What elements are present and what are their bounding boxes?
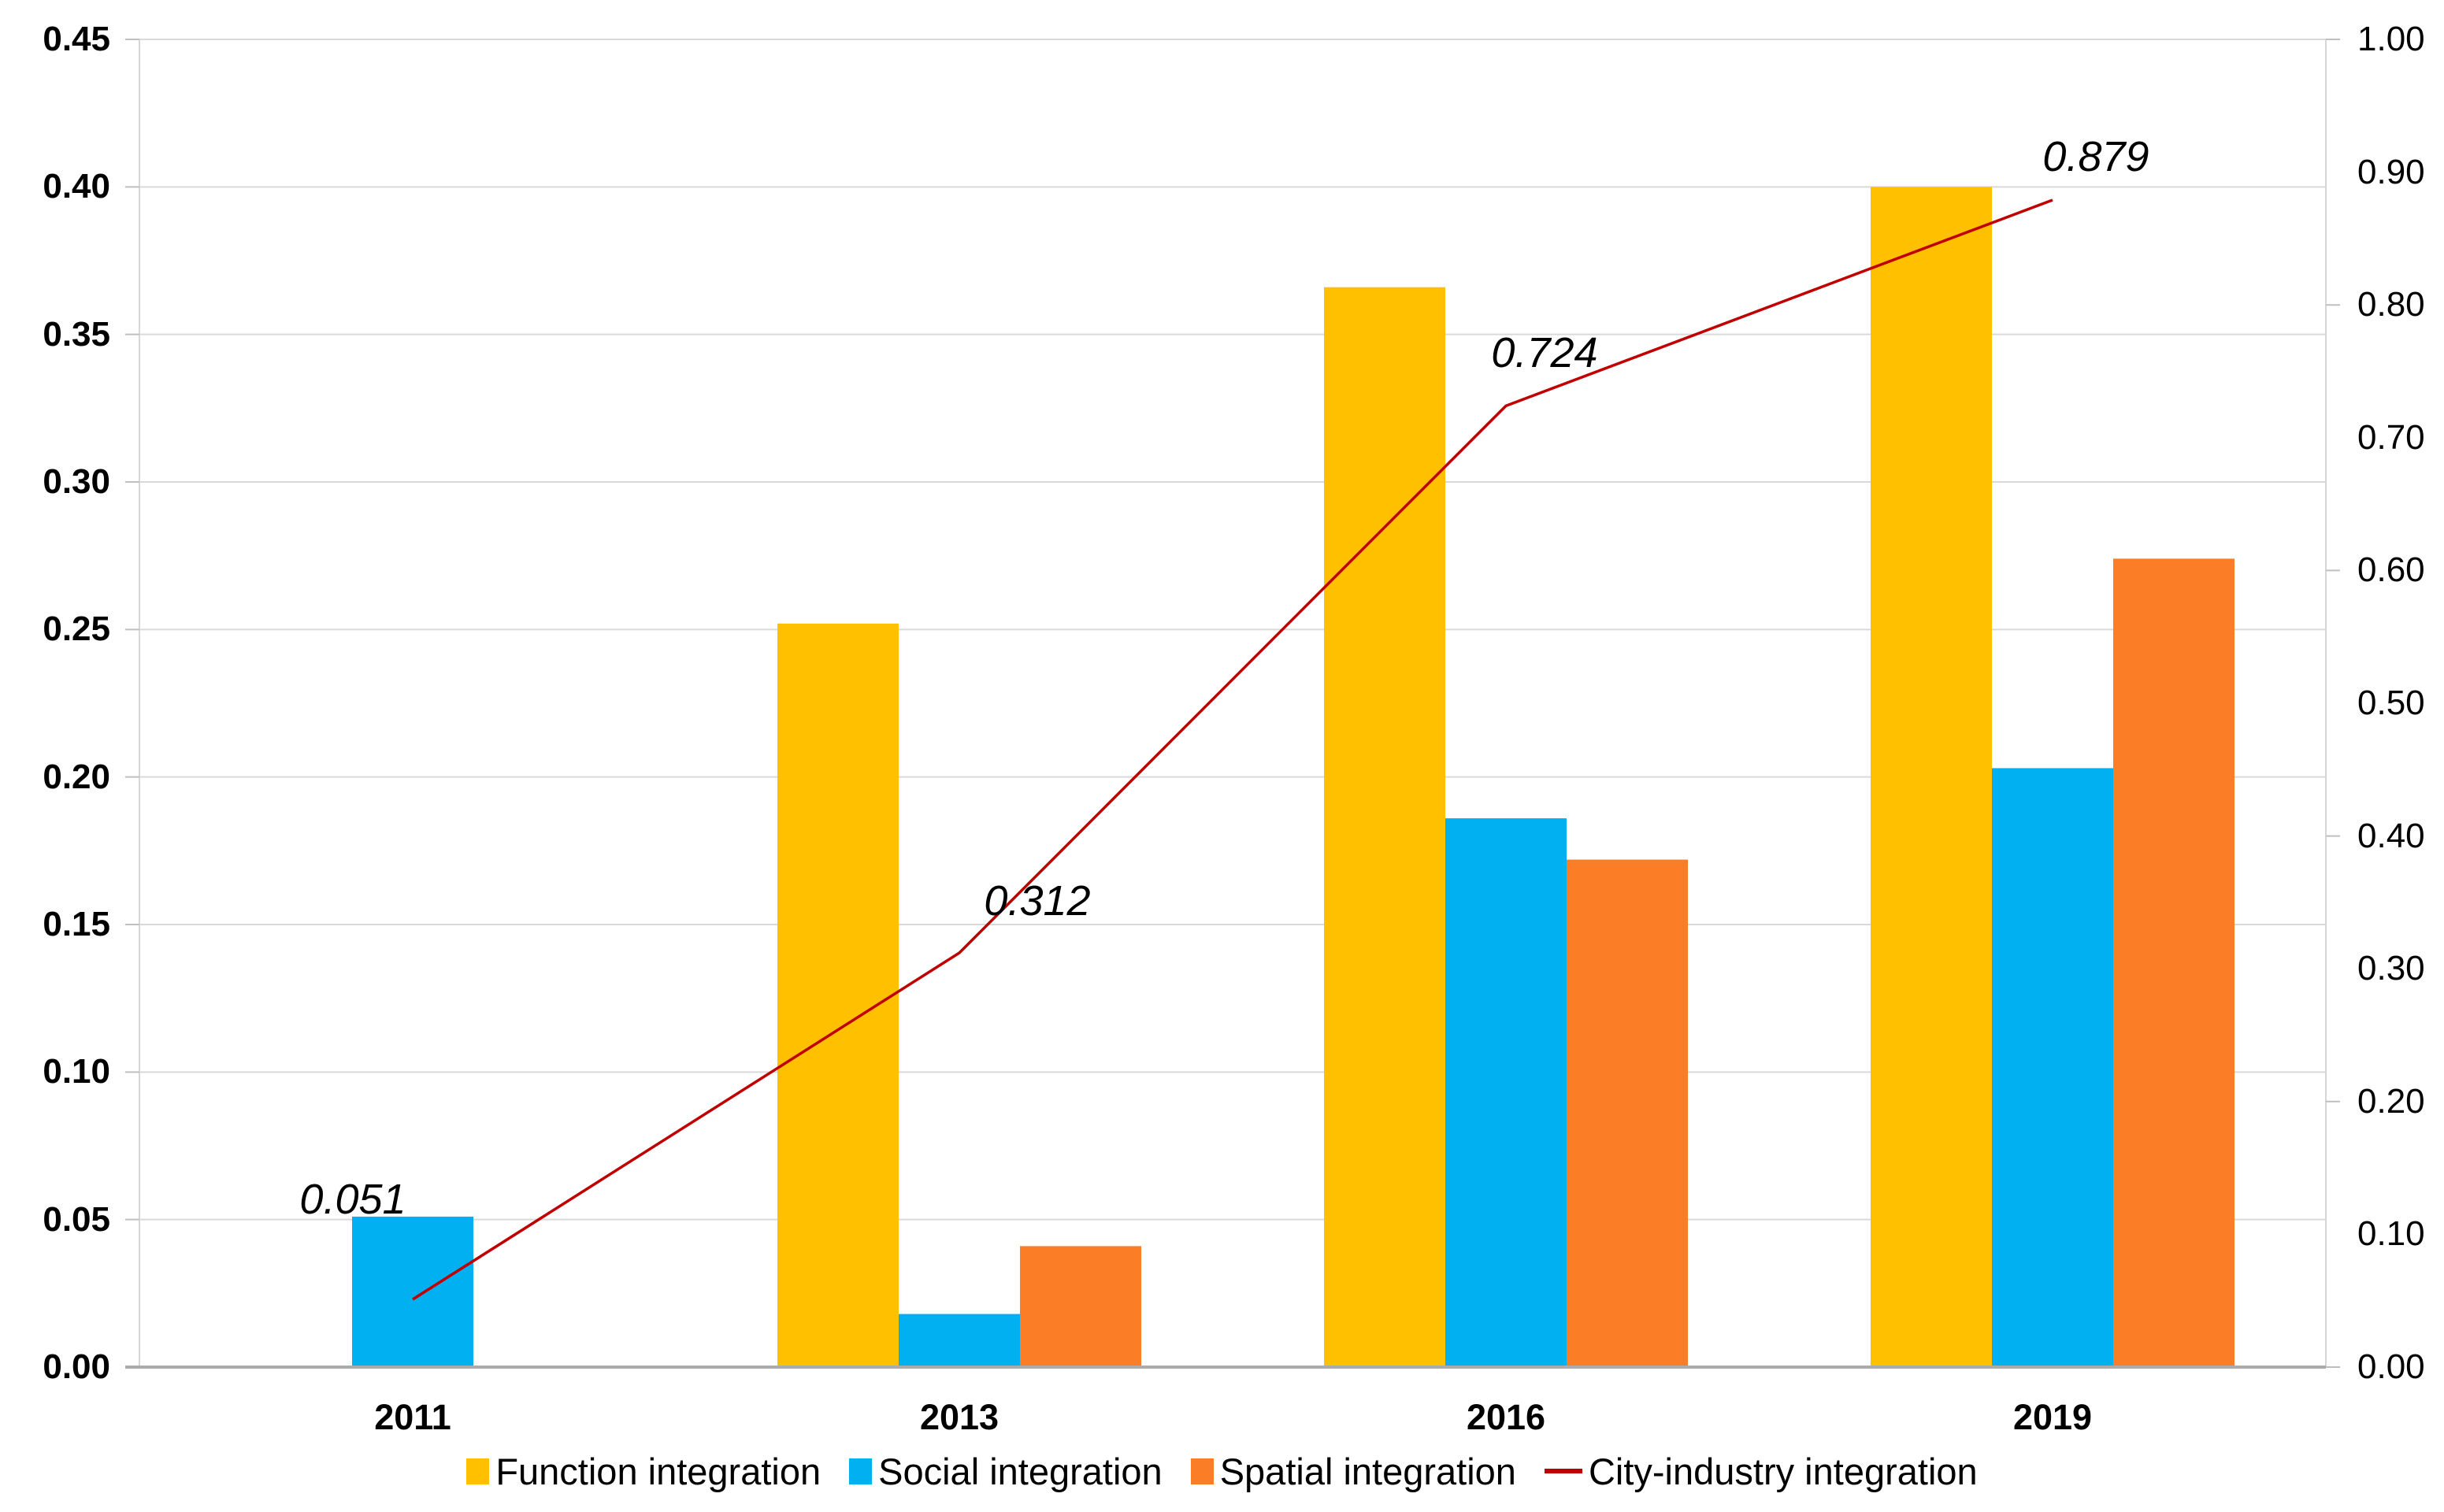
bar-function-integration-2016 [1324, 287, 1445, 1368]
spatial-integration-swatch-icon [1190, 1458, 1214, 1484]
legend-item-function-integration: Function integration [466, 1450, 821, 1493]
bar-social-integration-2013 [899, 1314, 1020, 1367]
bar-social-integration-2019 [1992, 768, 2113, 1367]
bar-social-integration-2011 [352, 1216, 473, 1367]
city-industry-integration-line [412, 198, 2053, 1301]
bar-spatial-integration-2016 [1567, 859, 1688, 1367]
bar-spatial-integration-2019 [2113, 558, 2234, 1367]
bar-spatial-integration-2013 [1020, 1246, 1141, 1367]
function-integration-swatch-icon [466, 1458, 490, 1484]
legend-item-spatial-integration: Spatial integration [1190, 1450, 1516, 1493]
bar-function-integration-2019 [1871, 187, 1992, 1367]
legend-item-social-integration: Social integration [849, 1450, 1163, 1493]
bar-function-integration-2013 [777, 623, 899, 1367]
legend-label-function-integration: Function integration [495, 1450, 821, 1492]
legend-label-city-industry-integration: City-industry integration [1588, 1450, 1978, 1492]
legend-item-city-industry-integration: City-industry integration [1544, 1450, 1978, 1493]
bar-social-integration-2016 [1445, 818, 1567, 1367]
city-industry-line-marker-icon [1544, 1469, 1582, 1473]
social-integration-swatch-icon [849, 1458, 873, 1484]
chart-legend: Function integration Social integration … [0, 1441, 2444, 1501]
legend-label-spatial-integration: Spatial integration [1219, 1450, 1516, 1492]
legend-label-social-integration: Social integration [878, 1450, 1163, 1492]
